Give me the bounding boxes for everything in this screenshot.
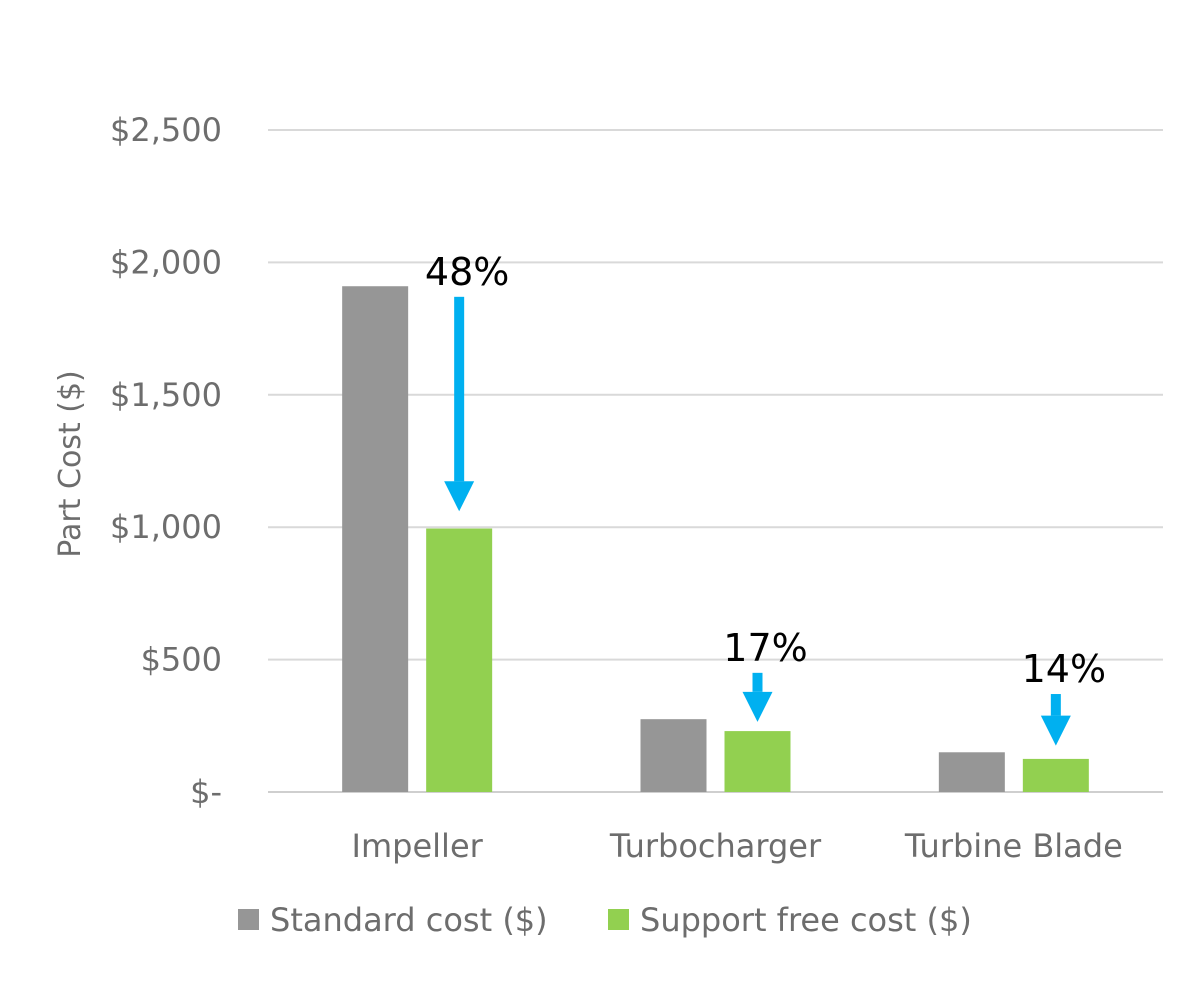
x-axis-category-labels: Impeller Turbocharger Turbine Blade xyxy=(352,827,1123,865)
bar-standard xyxy=(342,286,409,792)
bar-standard xyxy=(938,752,1005,792)
bar-support-free xyxy=(426,528,493,792)
reduction-percent-label: 48% xyxy=(425,250,509,294)
y-tick-label: $1,000 xyxy=(110,508,222,546)
reduction-percent-label: 17% xyxy=(723,626,807,670)
down-arrow-shaft xyxy=(454,296,465,482)
x-category-label: Turbocharger xyxy=(609,827,822,865)
down-arrow-icon xyxy=(1040,715,1071,746)
bars xyxy=(342,286,1089,792)
y-axis-tick-labels: $- $500 $1,000 $1,500 $2,000 $2,500 xyxy=(110,111,222,811)
legend: Standard cost ($) Support free cost ($) xyxy=(238,901,972,939)
gridlines xyxy=(268,129,1163,793)
bar-support-free xyxy=(724,731,791,792)
bar-standard xyxy=(640,719,707,792)
reduction-percent-label: 14% xyxy=(1022,647,1106,691)
y-tick-label: $500 xyxy=(141,641,222,679)
legend-swatch-support-free xyxy=(608,909,629,930)
down-arrow-icon xyxy=(444,481,475,512)
bar-support-free xyxy=(1022,758,1089,792)
reduction-annotations: 48% 17% 14% xyxy=(425,250,1106,746)
down-arrow-shaft xyxy=(1050,694,1061,716)
legend-label-support-free: Support free cost ($) xyxy=(640,901,972,939)
y-tick-label: $1,500 xyxy=(110,376,222,414)
y-tick-label: $- xyxy=(190,773,222,811)
y-tick-label: $2,500 xyxy=(110,111,222,149)
y-axis-label: Part Cost ($) xyxy=(53,370,88,558)
down-arrow-icon xyxy=(742,691,773,722)
legend-label-standard: Standard cost ($) xyxy=(270,901,548,939)
down-arrow-shaft xyxy=(752,672,763,692)
x-category-label: Impeller xyxy=(352,827,484,865)
y-tick-label: $2,000 xyxy=(110,243,222,281)
legend-swatch-standard xyxy=(238,909,259,930)
x-category-label: Turbine Blade xyxy=(904,827,1123,865)
